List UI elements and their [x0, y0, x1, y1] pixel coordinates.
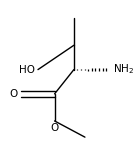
Text: O: O	[9, 89, 17, 99]
Text: O: O	[50, 123, 59, 133]
Text: HO: HO	[19, 65, 35, 75]
Text: NH$_2$: NH$_2$	[113, 63, 134, 76]
